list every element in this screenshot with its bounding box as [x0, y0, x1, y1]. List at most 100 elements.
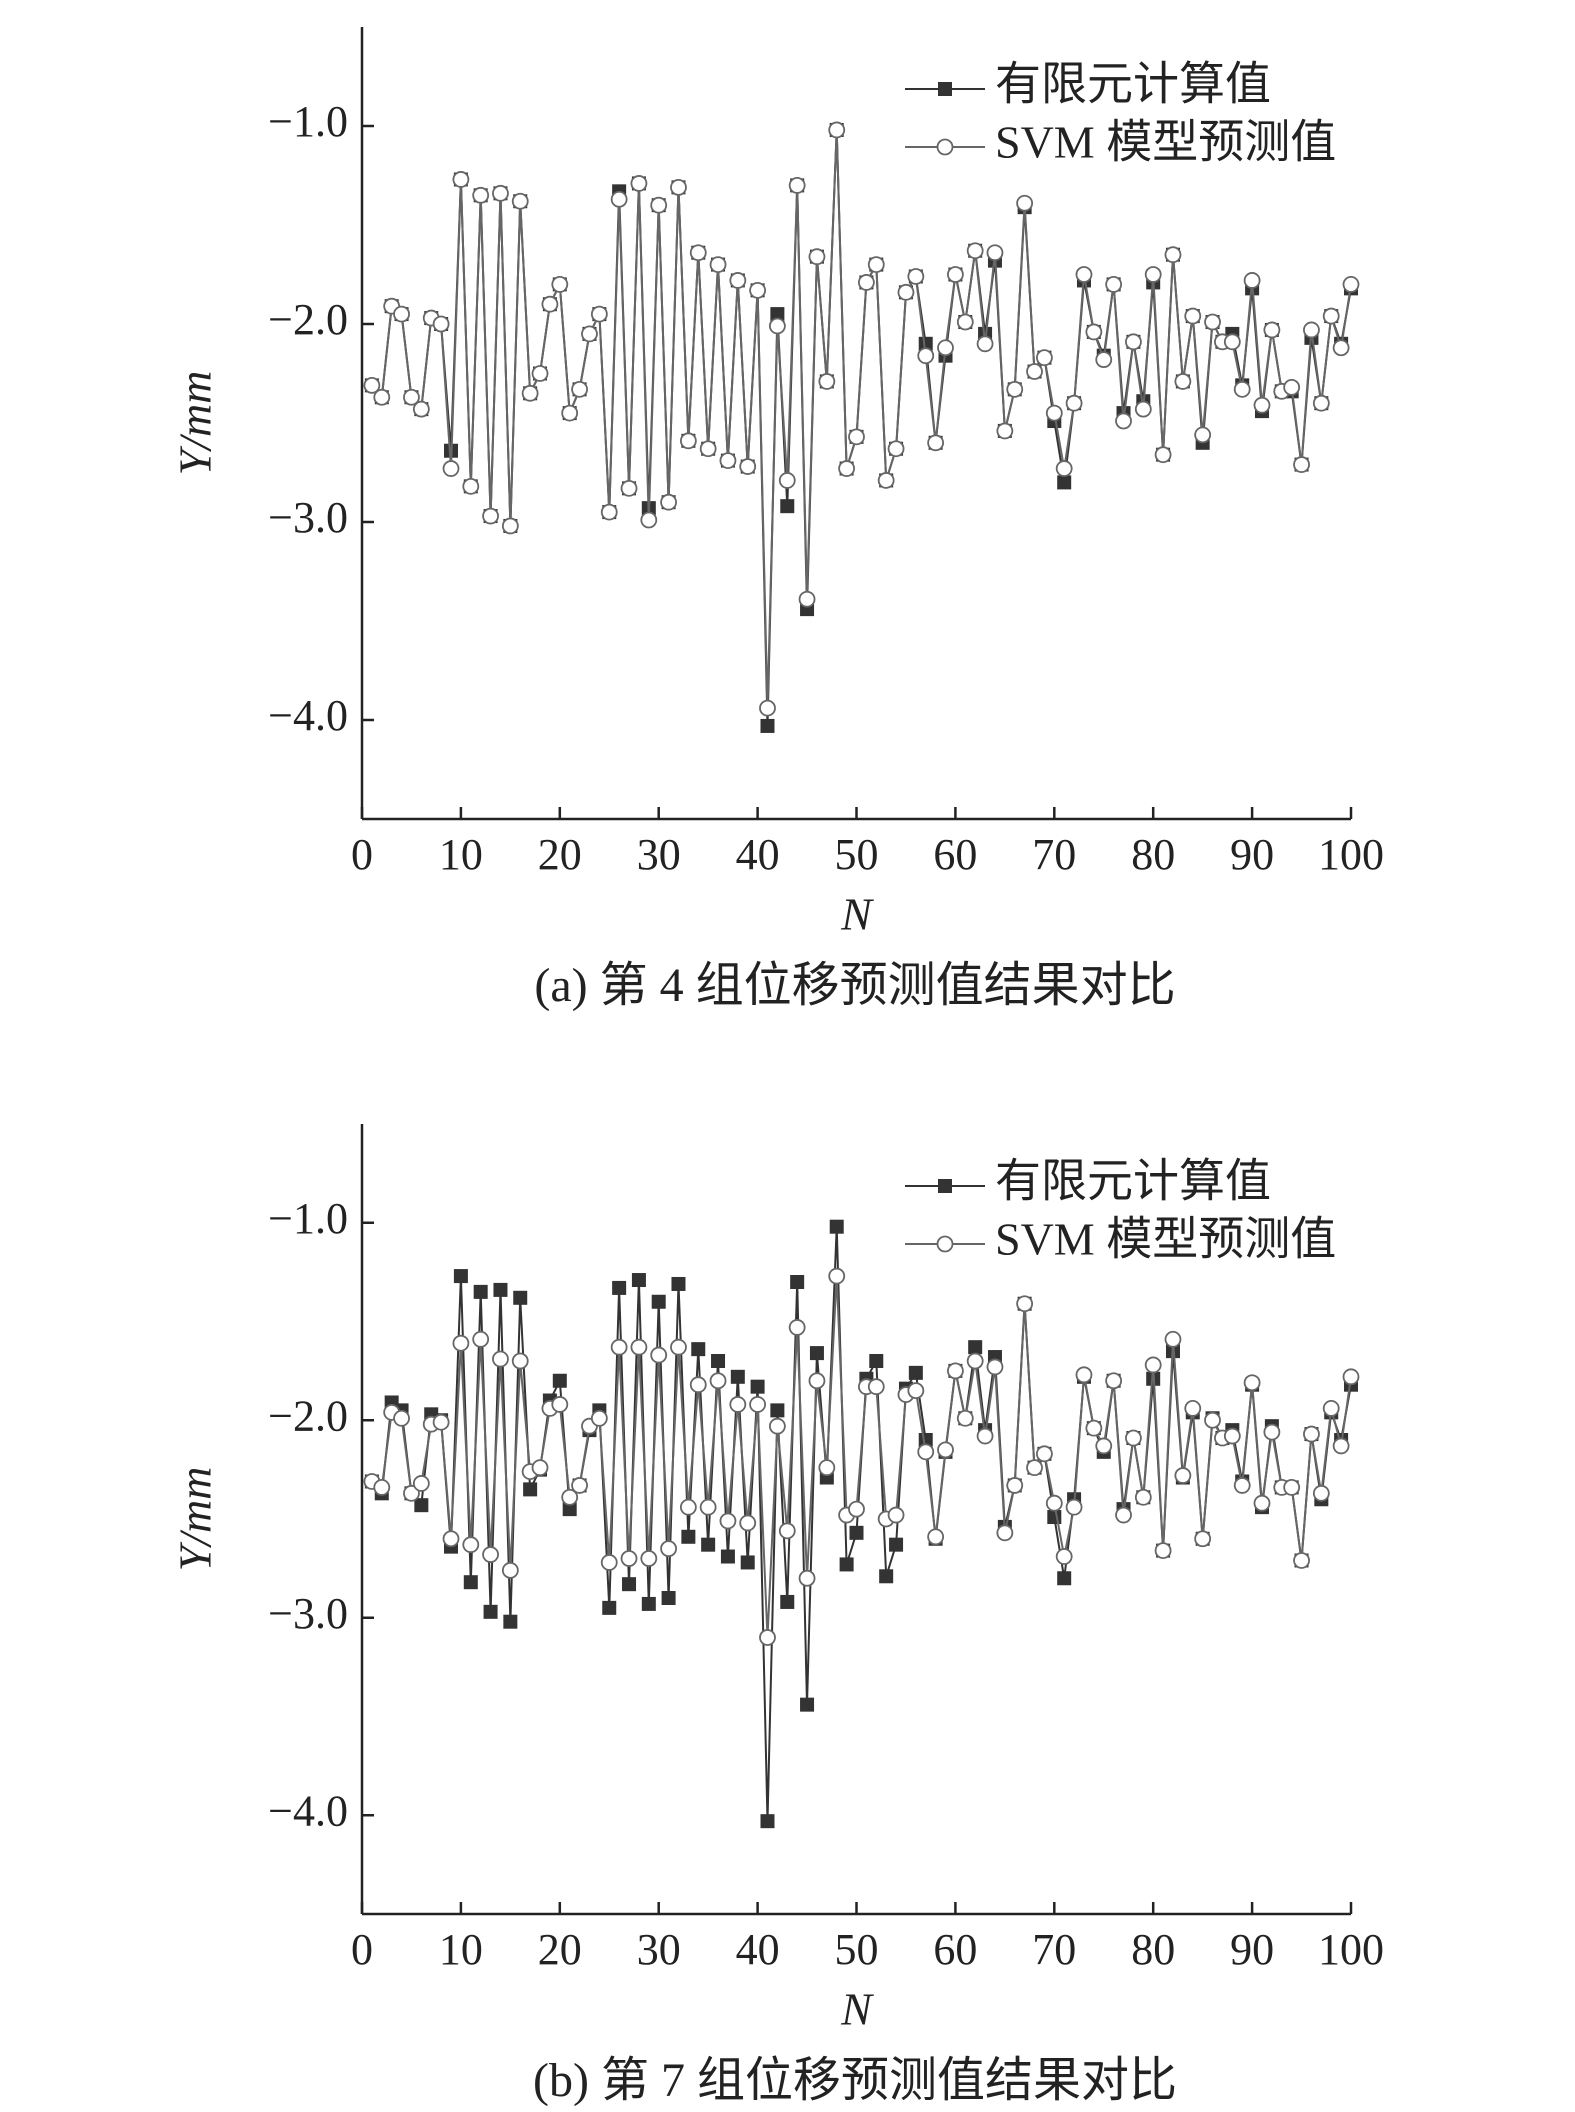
marker-circle [937, 1441, 954, 1459]
marker-square [641, 1596, 656, 1611]
marker-square [493, 1282, 508, 1297]
marker-circle [650, 1346, 668, 1364]
marker-circle [1154, 446, 1172, 464]
marker-square [750, 1379, 765, 1394]
y-axis-label: Y/mm [170, 371, 221, 476]
marker-circle [1154, 1542, 1172, 1559]
marker-circle [1312, 1484, 1330, 1502]
marker-square [503, 1614, 518, 1629]
marker-circle [689, 244, 707, 262]
marker-circle [1303, 321, 1320, 339]
y-tick-label: −1.0 [268, 1194, 348, 1243]
marker-square [463, 1575, 478, 1590]
marker-circle [511, 1352, 529, 1370]
marker-square [770, 1403, 785, 1418]
marker-circle [679, 1498, 697, 1516]
marker-circle [610, 1338, 628, 1356]
marker-circle [403, 388, 420, 406]
marker-circle [571, 1477, 588, 1494]
marker-circle [699, 440, 717, 458]
marker-circle [1332, 339, 1350, 357]
marker-circle [403, 1484, 420, 1502]
marker-circle [462, 477, 480, 495]
marker-circle [887, 440, 905, 458]
marker-circle [956, 313, 974, 331]
marker-square [968, 1340, 983, 1355]
series-line [371, 129, 1352, 709]
marker-circle [679, 432, 697, 450]
x-tick-label: 80 [1131, 1925, 1175, 1974]
marker-circle [966, 242, 984, 260]
marker-circle [709, 1372, 727, 1390]
y-tick-label: −3.0 [268, 493, 348, 542]
marker-circle [660, 1540, 677, 1558]
marker-square [453, 1269, 468, 1284]
y-tick-label: −2.0 [268, 1391, 348, 1440]
y-tick-label: −4.0 [268, 691, 348, 740]
marker-circle [571, 380, 588, 398]
marker-circle [897, 283, 915, 301]
marker-circle [620, 1550, 638, 1567]
marker-square [1057, 475, 1072, 490]
marker-square [513, 1290, 528, 1305]
marker-circle [650, 196, 668, 214]
marker-circle [1312, 394, 1330, 412]
marker-circle [600, 1554, 618, 1571]
marker-circle [976, 335, 994, 353]
marker-circle [778, 472, 796, 489]
marker-circle [828, 121, 846, 139]
marker-circle [1105, 275, 1123, 293]
marker-circle [966, 1352, 984, 1370]
marker-circle [590, 305, 608, 323]
marker-circle [947, 266, 964, 283]
marker-circle [1293, 1552, 1310, 1569]
marker-circle [1075, 266, 1093, 283]
marker-circle [798, 590, 816, 608]
marker-circle [1065, 394, 1083, 412]
marker-circle [986, 1358, 1004, 1376]
marker-circle [1045, 404, 1063, 422]
marker-square [631, 1273, 646, 1288]
y-tick-label: −3.0 [268, 1589, 348, 1638]
marker-circle [689, 1376, 707, 1394]
marker-circle [838, 460, 856, 477]
x-tick-label: 70 [1032, 1925, 1076, 1974]
marker-circle [867, 1378, 885, 1396]
marker-square [879, 1569, 894, 1584]
marker-circle [857, 274, 875, 291]
marker-circle [482, 1546, 499, 1563]
marker-square [711, 1354, 726, 1368]
marker-circle [887, 1506, 905, 1524]
marker-square [839, 1557, 854, 1572]
marker-circle [927, 1528, 945, 1546]
marker-square [740, 1555, 755, 1570]
marker-circle [1075, 1366, 1093, 1384]
marker-circle [442, 460, 460, 477]
marker-circle [472, 1330, 490, 1348]
marker-circle [1283, 378, 1301, 396]
x-tick-label: 70 [1032, 830, 1076, 879]
marker-circle [472, 186, 490, 204]
y-axis-label: Y/mm [170, 1467, 221, 1572]
marker-square [790, 1275, 805, 1289]
marker-square [908, 1365, 923, 1380]
marker-circle [996, 422, 1014, 440]
marker-circle [442, 1530, 460, 1548]
x-tick-label: 30 [637, 1925, 681, 1974]
marker-circle [1233, 1477, 1251, 1494]
marker-circle [1006, 380, 1024, 398]
x-tick-label: 10 [439, 830, 483, 879]
marker-circle [551, 1396, 569, 1413]
marker-circle [1125, 1429, 1142, 1447]
marker-circle [511, 192, 529, 210]
marker-circle [1174, 1467, 1192, 1484]
marker-circle [482, 507, 499, 525]
marker-circle [462, 1536, 480, 1554]
marker-circle [907, 1382, 925, 1400]
marker-circle [1223, 333, 1241, 351]
marker-circle [818, 373, 836, 390]
marker-circle [1016, 194, 1034, 212]
marker-circle [561, 1488, 579, 1506]
marker-circle [521, 384, 539, 402]
